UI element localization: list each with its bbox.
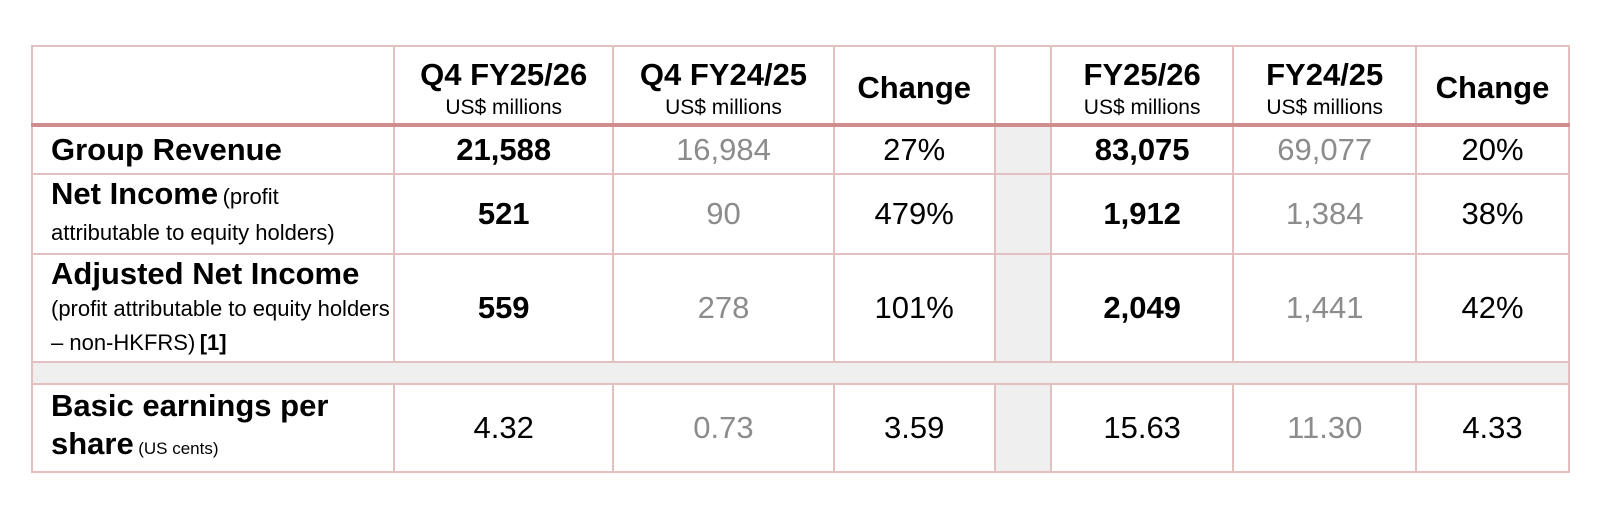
value-cell: 101% xyxy=(832,253,996,363)
value-cell: 20% xyxy=(1414,124,1571,175)
financial-results-table: Q4 FY25/26 US$ millions Q4 FY24/25 US$ m… xyxy=(30,45,1571,473)
row-label-note: (profit attributable to equity holders) xyxy=(51,184,335,245)
value-cell: 1,441 xyxy=(1232,253,1417,363)
row-group-revenue: Group Revenue 21,588 16,984 27% 83,075 6… xyxy=(30,124,1571,175)
value-cell: 42% xyxy=(1414,253,1571,363)
value-cell: 1,912 xyxy=(1049,173,1235,255)
value-cell: 4.32 xyxy=(393,383,615,473)
value-cell: 21,588 xyxy=(393,124,615,175)
header-title: FY24/25 xyxy=(1266,56,1384,92)
value-cell: 38% xyxy=(1414,173,1571,255)
value-cell: 11.30 xyxy=(1232,383,1417,473)
row-label-text: Basic earnings per xyxy=(51,387,329,423)
header-title: Change xyxy=(1435,70,1550,105)
header-unit: US$ millions xyxy=(1083,95,1201,119)
separator-cell xyxy=(993,253,1052,363)
header-q4-fy2425: Q4 FY24/25 US$ millions xyxy=(612,45,835,127)
header-title: FY25/26 xyxy=(1083,56,1201,92)
row-label-text: share xyxy=(51,425,134,461)
header-title: Change xyxy=(857,70,972,105)
row-label: Basic earnings per share (US cents) xyxy=(30,383,396,473)
row-label-note: (US cents) xyxy=(138,438,219,458)
spacer-row xyxy=(31,361,1570,385)
value-cell: 479% xyxy=(832,173,996,255)
spacer-cell xyxy=(31,361,1570,385)
value-cell: 16,984 xyxy=(612,124,835,175)
header-fy2526: FY25/26 US$ millions xyxy=(1049,45,1235,127)
value-cell: 69,077 xyxy=(1232,124,1417,175)
header-title: Q4 FY24/25 xyxy=(639,56,808,92)
header-empty-cell xyxy=(30,45,396,127)
header-q4-fy2526: Q4 FY25/26 US$ millions xyxy=(393,45,615,127)
row-basic-eps: Basic earnings per share (US cents) 4.32… xyxy=(30,383,1571,473)
separator-cell xyxy=(993,173,1052,255)
header-change-year: Change xyxy=(1414,45,1571,127)
value-cell: 559 xyxy=(393,253,615,363)
value-cell: 0.73 xyxy=(612,383,835,473)
row-label: Group Revenue xyxy=(30,124,396,175)
row-label-text: Net Income xyxy=(51,176,219,211)
header-fy2425: FY24/25 US$ millions xyxy=(1232,45,1417,127)
separator-cell xyxy=(993,124,1052,175)
header-row: Q4 FY25/26 US$ millions Q4 FY24/25 US$ m… xyxy=(30,45,1571,127)
header-title: Q4 FY25/26 xyxy=(420,56,588,92)
value-cell: 90 xyxy=(612,173,835,255)
header-unit: US$ millions xyxy=(665,95,782,119)
value-cell: 4.33 xyxy=(1414,383,1571,473)
separator-cell xyxy=(993,383,1052,473)
row-label: Net Income (profit attributable to equit… xyxy=(30,173,396,255)
row-label-note: (profit attributable to equity holders –… xyxy=(51,296,390,355)
value-cell: 2,049 xyxy=(1049,253,1235,363)
value-cell: 15.63 xyxy=(1049,383,1235,473)
row-label-text: Group Revenue xyxy=(51,132,282,167)
header-change-quarter: Change xyxy=(832,45,996,127)
row-label: Adjusted Net Income (profit attributable… xyxy=(30,253,396,363)
row-net-income: Net Income (profit attributable to equit… xyxy=(30,173,1571,255)
value-cell: 278 xyxy=(612,253,835,363)
value-cell: 3.59 xyxy=(832,383,996,473)
header-unit: US$ millions xyxy=(1266,95,1384,119)
value-cell: 83,075 xyxy=(1049,124,1235,175)
value-cell: 1,384 xyxy=(1232,173,1417,255)
value-cell: 27% xyxy=(832,124,996,175)
footnote-reference: [1] xyxy=(199,330,227,355)
header-separator xyxy=(993,45,1052,127)
value-cell: 521 xyxy=(393,173,615,255)
header-unit: US$ millions xyxy=(445,95,563,119)
row-adjusted-net-income: Adjusted Net Income (profit attributable… xyxy=(30,253,1571,363)
row-label-text: Adjusted Net Income xyxy=(51,256,360,291)
